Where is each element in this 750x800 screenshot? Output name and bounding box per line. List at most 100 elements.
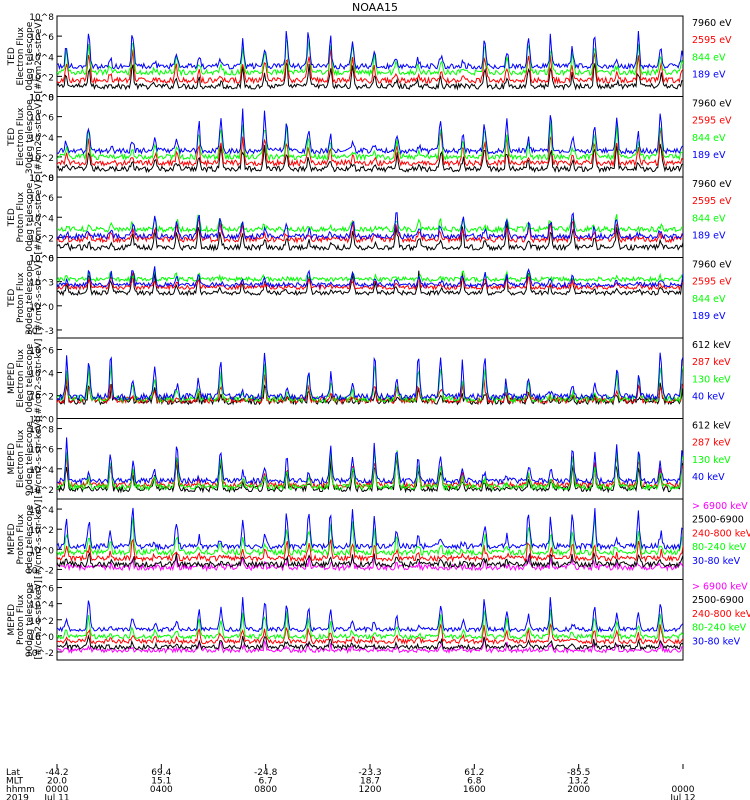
legend-entry: 189 eV <box>692 69 726 80</box>
x-tick-label: 6.7 <box>259 777 273 787</box>
x-tick-label: Jul 11 <box>43 794 69 800</box>
x-row-label: 2019 <box>6 794 29 800</box>
legend-entry: 189 eV <box>692 311 726 322</box>
y-axis-label-line: TED <box>7 208 17 227</box>
x-tick-label: 6.8 <box>467 777 482 787</box>
legend-entry: 40 keV <box>692 472 725 483</box>
legend-entry: 40 keV <box>692 391 725 402</box>
series-line <box>57 221 683 252</box>
panel-frame <box>56 337 684 419</box>
legend-entry: 189 eV <box>692 150 726 161</box>
legend-entry: 844 eV <box>692 213 726 224</box>
y-axis-label-line: TED <box>7 47 17 66</box>
panel-8: 10^-2 10^0 10^2 10^4 10^6 MEPED Proton Flux 90d… <box>7 579 750 661</box>
legend-entry: 80-240 keV <box>692 623 747 634</box>
panel-5: 10^0 10^2 10^4 10^6 MEPED Electron Flux 0deg t… <box>7 337 731 426</box>
panel-frame <box>56 176 684 258</box>
x-tick-label: -24.8 <box>254 768 278 778</box>
panel-3: 10^0 10^2 10^4 10^6 10^8 TED Proton Flux 0deg t… <box>7 174 732 265</box>
y-tick-label: 10^8 <box>29 174 54 184</box>
y-axis-label-line: MEPED <box>7 443 17 475</box>
x-tick-label: -85.5 <box>567 768 590 778</box>
series-group <box>57 352 683 406</box>
series-line <box>57 129 683 168</box>
y-axis-label-line: [#/cm2-s-str-keV] <box>34 580 44 659</box>
legend-entry: 30-80 keV <box>692 636 741 647</box>
y-axis-label-line: Electron Flux <box>16 107 26 166</box>
legend-entry: 612 keV <box>692 340 731 351</box>
series-group <box>57 507 683 572</box>
y-tick-label: 10^4 <box>29 370 54 380</box>
y-axis-label-line: 90deg telescope <box>25 421 35 496</box>
legend-entry: 287 keV <box>692 357 731 368</box>
y-tick-label: 10^8 <box>29 426 54 436</box>
y-tick-label: 10^0 <box>29 174 54 184</box>
legend-entry: 844 eV <box>692 52 726 63</box>
y-tick-label: 10^4 <box>29 134 54 144</box>
legend-entry: 844 eV <box>692 133 726 144</box>
series-line <box>57 269 683 284</box>
x-tick-label: 1200 <box>359 785 382 795</box>
x-tick-label: 0000 <box>672 785 695 795</box>
y-tick-label: 10^8 <box>29 94 54 104</box>
series-line <box>57 38 683 77</box>
series-line <box>57 120 683 162</box>
y-axis-label-line: [#/cm2-s-str-eV] <box>34 19 44 94</box>
y-axis-label-line: [#/cm2-s-str-keV] <box>34 339 44 418</box>
series-line <box>57 622 683 645</box>
y-tick-label: 10^0 <box>29 94 54 104</box>
y-tick-label: 10^2 <box>29 154 54 164</box>
y-tick-label: 10^4 <box>29 506 54 516</box>
y-tick-label: 10^2 <box>29 234 54 244</box>
series-line <box>57 437 683 486</box>
y-axis-label-line: Proton Flux <box>16 191 26 242</box>
legend-entry: 2595 eV <box>692 35 732 46</box>
y-axis-label-line: 0deg telescope <box>25 504 35 574</box>
panel-6: 10^2 10^4 10^6 10^8 MEPED Electron Flux 90deg … <box>7 418 731 500</box>
y-tick-label: 10^2 <box>29 526 54 536</box>
y-tick-label: 10^8 <box>29 13 54 23</box>
y-tick-label: 10^3 <box>29 279 54 289</box>
legend-entry: > 6900 keV <box>692 501 748 512</box>
series-line <box>57 48 683 85</box>
legend-entry: 240-800 keV <box>692 528 750 539</box>
series-line <box>57 62 683 91</box>
series-group <box>57 597 683 655</box>
series-line <box>57 30 683 71</box>
panel-4: 10^-3 10^0 10^3 10^6 TED Proton Flux 30deg tel… <box>7 255 732 339</box>
y-tick-label: 10^6 <box>29 255 54 265</box>
y-axis-label-line: MEPED <box>7 604 17 636</box>
x-tick-label: 0400 <box>150 785 173 795</box>
y-tick-label: 10^6 <box>29 585 54 595</box>
series-line <box>57 266 683 289</box>
y-tick-label: 10^2 <box>29 486 54 496</box>
y-axis-label-line: 0deg telescope <box>25 182 35 252</box>
y-tick-label: 10^0 <box>29 255 54 265</box>
x-tick-label: 2000 <box>567 785 590 795</box>
y-tick-label: 10^-3 <box>26 327 54 337</box>
y-tick-label: 10^6 <box>29 446 54 456</box>
x-tick-label: -44.2 <box>45 768 68 778</box>
series-line <box>57 271 683 292</box>
y-axis-label-line: Proton Flux <box>16 272 26 323</box>
y-tick-label: 10^-2 <box>26 649 54 659</box>
legend-entry: > 6900 keV <box>692 582 748 593</box>
series-group <box>57 437 683 494</box>
y-axis-label-line: 0deg telescope <box>25 21 35 91</box>
legend-entry: 2595 eV <box>692 277 732 288</box>
x-tick-label: Jul 12 <box>669 794 695 800</box>
x-row-label: Lat <box>6 768 21 778</box>
x-tick-label: 13.2 <box>569 777 589 787</box>
y-tick-label: 10^0 <box>29 303 54 313</box>
y-axis-label-line: 0deg telescope <box>25 343 35 413</box>
series-line <box>57 352 683 402</box>
y-tick-label: 10^2 <box>29 73 54 83</box>
x-tick-label: 15.1 <box>151 777 171 787</box>
series-group <box>57 212 683 252</box>
y-axis-label-line: [#/cm2-s-str-keV] <box>34 500 44 579</box>
x-tick-label: 20.0 <box>47 777 67 787</box>
series-group <box>57 30 683 91</box>
panel-7: 10^-2 10^0 10^2 10^4 MEPED Proton Flux 0deg te… <box>7 498 750 580</box>
x-tick-label: 61.2 <box>464 768 484 778</box>
